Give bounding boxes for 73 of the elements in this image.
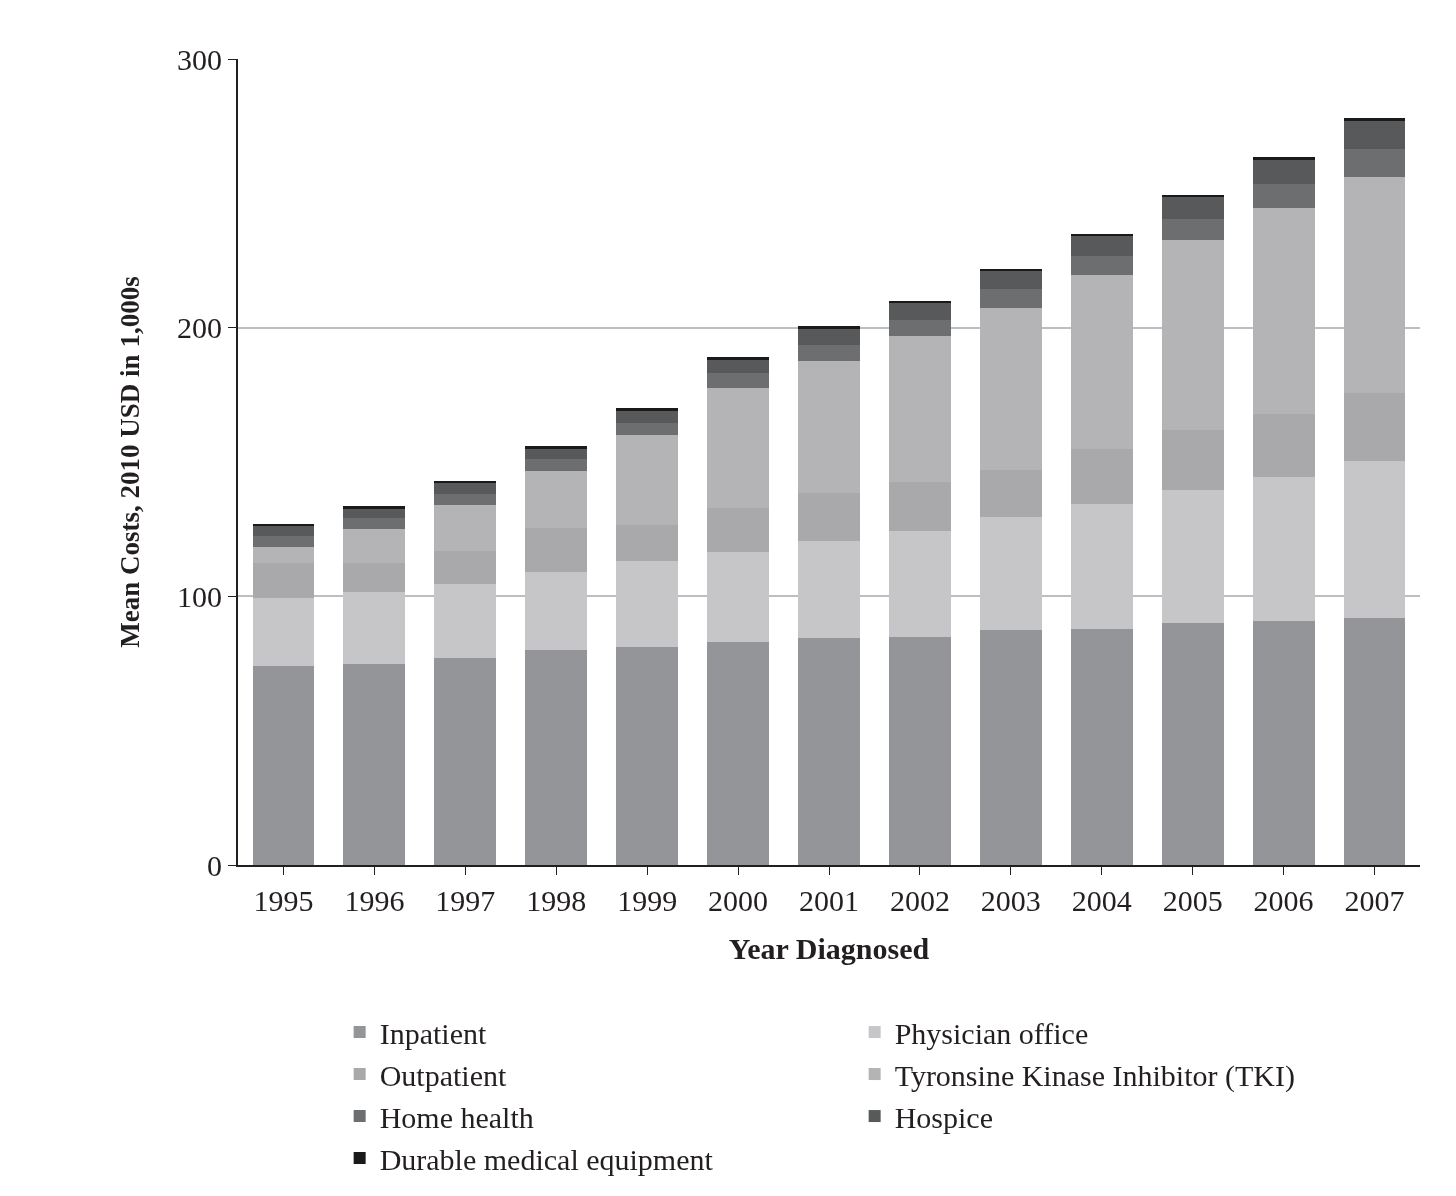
bar	[616, 647, 679, 865]
x-tick-label: 2003	[980, 884, 1041, 917]
bar	[616, 423, 679, 436]
x-tick-label: 2000	[708, 884, 769, 917]
bar	[252, 535, 315, 547]
y-tick-label: 200	[177, 311, 222, 345]
y-tick-label: 0	[207, 848, 222, 882]
legend-label: Outpatient	[379, 1058, 507, 1092]
bar	[707, 359, 769, 374]
bar	[525, 650, 588, 865]
bar	[1252, 157, 1315, 160]
bar	[1161, 218, 1224, 241]
x-tick-label: 2002	[889, 884, 950, 917]
bar	[707, 357, 769, 360]
legend-label: Tyronsine Kinase Inhibitor (TKI)	[894, 1058, 1295, 1093]
bar	[343, 509, 406, 519]
bar	[979, 271, 1042, 289]
bar	[1161, 623, 1224, 865]
bar	[1343, 118, 1406, 121]
legend-label: Home health	[379, 1100, 534, 1134]
bar	[889, 636, 951, 865]
x-axis-title: Year Diagnosed	[728, 932, 930, 965]
bar	[343, 518, 406, 530]
bar	[707, 373, 769, 389]
legend-label: Inpatient	[379, 1016, 487, 1050]
bar	[1343, 617, 1406, 865]
bar	[798, 345, 860, 362]
bar	[1343, 149, 1406, 178]
bar	[979, 629, 1042, 865]
bar	[525, 445, 588, 449]
bar	[798, 326, 860, 330]
bar	[1252, 159, 1315, 184]
x-tick-label: 2005	[1162, 884, 1223, 917]
x-tick-label: 2007	[1344, 884, 1405, 917]
x-tick-label: 2004	[1071, 884, 1132, 917]
bar	[343, 506, 406, 510]
bar	[1343, 120, 1406, 149]
bar	[252, 526, 315, 536]
bar	[525, 448, 588, 460]
x-tick-label: 1995	[253, 884, 314, 917]
bar	[343, 663, 406, 865]
y-tick-label: 300	[177, 42, 222, 76]
bar	[1252, 183, 1315, 209]
x-tick-label: 2001	[799, 884, 859, 917]
bar	[252, 597, 315, 667]
bar	[616, 408, 679, 411]
x-tick-label: 2006	[1253, 884, 1314, 917]
bar	[979, 288, 1042, 308]
bar	[1161, 197, 1224, 219]
bar	[1070, 256, 1133, 276]
bar	[1070, 628, 1133, 865]
bar	[434, 494, 497, 505]
x-tick-label: 1996	[344, 884, 405, 917]
bar	[707, 642, 769, 865]
bar	[798, 329, 860, 346]
x-tick-label: 1999	[617, 884, 678, 917]
legend-label: Durable medical equipment	[379, 1142, 714, 1176]
bar	[434, 483, 497, 495]
bar	[1070, 236, 1133, 257]
legend-label: Physician office	[894, 1016, 1089, 1050]
bar	[798, 637, 860, 865]
legend-label: Hospice	[894, 1100, 993, 1134]
bar	[616, 410, 679, 424]
bar	[889, 303, 951, 320]
y-axis-title: Mean Costs, 2010 USD in 1,000s	[114, 276, 145, 648]
bar	[434, 658, 497, 865]
y-tick-label: 100	[177, 579, 222, 613]
bar	[252, 666, 315, 865]
bar	[1252, 620, 1315, 865]
bar	[889, 319, 951, 336]
x-tick-label: 1998	[526, 884, 587, 917]
x-tick-label: 1997	[435, 884, 496, 917]
bar	[525, 459, 588, 472]
